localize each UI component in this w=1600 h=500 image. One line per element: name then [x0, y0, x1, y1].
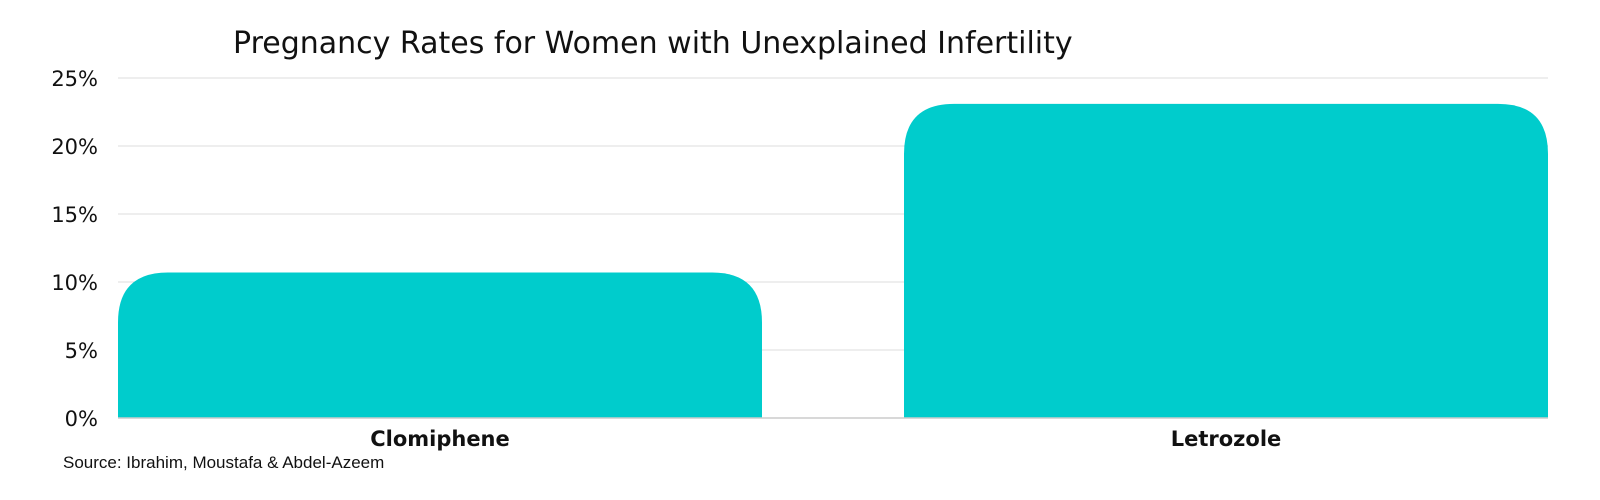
- x-axis-ticks: Clomiphene Letrozole: [370, 427, 1281, 451]
- y-tick-label: 15%: [51, 203, 98, 227]
- bar-letrozole: [904, 103, 1548, 418]
- bars: [118, 103, 1548, 418]
- chart-title: Pregnancy Rates for Women with Unexplain…: [233, 26, 1073, 61]
- y-tick-label: 5%: [65, 339, 98, 363]
- y-axis-ticks: 0% 5% 10% 15% 20% 25%: [51, 67, 98, 431]
- y-tick-label: 10%: [51, 271, 98, 295]
- y-tick-label: 0%: [65, 407, 98, 431]
- y-tick-label: 20%: [51, 135, 98, 159]
- x-tick-label: Letrozole: [1171, 427, 1282, 451]
- bar-clomiphene: [118, 272, 762, 418]
- source-note: Source: Ibrahim, Moustafa & Abdel-Azeem: [63, 453, 384, 472]
- x-tick-label: Clomiphene: [370, 427, 510, 451]
- y-tick-label: 25%: [51, 67, 98, 91]
